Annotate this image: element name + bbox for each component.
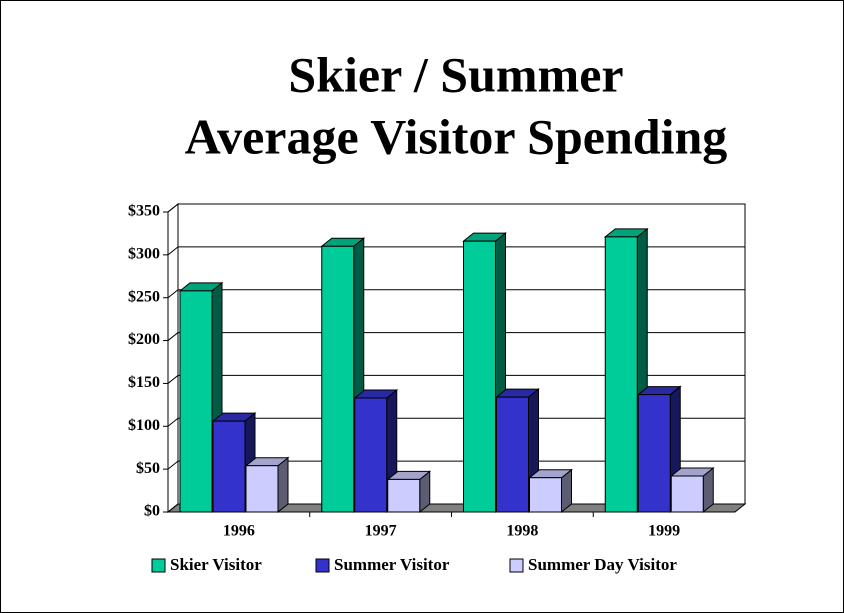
- bar: [212, 420, 246, 513]
- grid-line: [167, 417, 179, 427]
- bar: [245, 465, 279, 513]
- grid-line: [167, 332, 179, 341]
- legend-label: Summer Visitor: [334, 555, 450, 574]
- grid-line: [167, 503, 179, 513]
- y-tick-label: $200: [128, 331, 160, 348]
- bar: [496, 396, 529, 513]
- chart-title: Skier / Summer: [288, 46, 623, 102]
- y-tick-label: $300: [128, 246, 160, 263]
- bar: [321, 245, 355, 513]
- grid-line: [167, 246, 179, 256]
- side-wall: [167, 202, 179, 514]
- grid-line: [167, 203, 179, 213]
- x-tick-label: 1999: [648, 523, 680, 540]
- x-tick-label: 1996: [223, 523, 255, 540]
- grid-line: [167, 289, 179, 299]
- bar: [670, 475, 704, 513]
- legend-swatch: [315, 558, 330, 573]
- bar: [463, 240, 496, 513]
- y-tick-label: $350: [128, 203, 160, 220]
- x-tick-label: 1997: [365, 523, 397, 540]
- legend-swatch: [509, 558, 524, 573]
- grid-line: [167, 460, 179, 470]
- bar: [604, 236, 638, 513]
- bar: [637, 394, 671, 513]
- bar: [387, 478, 421, 513]
- bar: [529, 477, 562, 513]
- grid-line: [167, 375, 179, 384]
- legend-label: Skier Visitor: [170, 555, 262, 574]
- x-tick-label: 1998: [506, 523, 538, 540]
- bar: [354, 397, 388, 513]
- y-tick-label: $150: [128, 374, 160, 391]
- legend-swatch: [151, 558, 166, 573]
- chart-title: Average Visitor Spending: [185, 108, 728, 164]
- bar: [179, 290, 213, 513]
- bar-side: [277, 456, 289, 514]
- y-tick-label: $50: [136, 460, 160, 477]
- y-tick-label: $0: [144, 503, 160, 520]
- y-tick-label: $100: [128, 417, 160, 434]
- y-tick-label: $250: [128, 288, 160, 305]
- legend-label: Summer Day Visitor: [528, 555, 677, 574]
